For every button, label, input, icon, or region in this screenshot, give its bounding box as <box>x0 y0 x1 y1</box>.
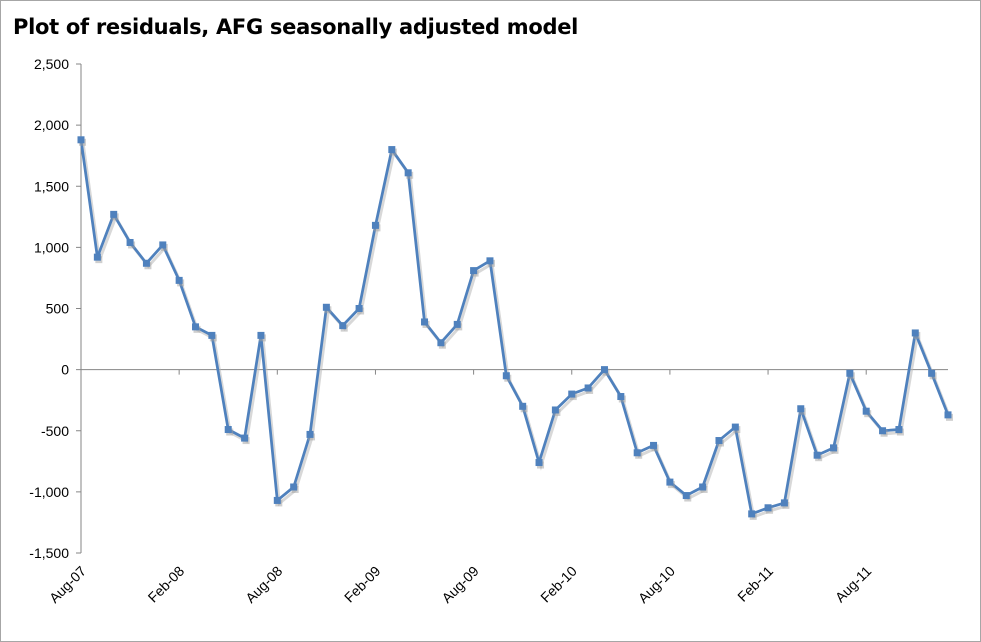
x-tick-label: Aug-08 <box>242 563 285 606</box>
y-tick-label: 1,000 <box>34 239 69 255</box>
data-point <box>453 320 461 328</box>
series-line-group <box>77 136 953 520</box>
data-point <box>715 437 723 445</box>
data-point <box>257 331 265 339</box>
data-point <box>797 405 805 413</box>
data-point <box>551 406 559 414</box>
data-point <box>731 423 739 431</box>
data-point <box>911 329 919 337</box>
series-line <box>79 139 950 516</box>
data-point <box>175 276 183 284</box>
data-point <box>944 411 952 419</box>
data-point <box>208 331 216 339</box>
data-point <box>617 393 625 401</box>
data-point <box>650 441 658 449</box>
data-point <box>404 169 412 177</box>
data-point <box>77 136 85 144</box>
data-point <box>600 366 608 374</box>
data-point <box>322 303 330 311</box>
data-point <box>879 427 887 435</box>
data-point <box>159 241 167 249</box>
y-axis-tick-labels: 2,500 2,000 1,500 1,000 500 0 -500 -1,000 -1,500 <box>29 56 69 561</box>
data-point <box>192 323 200 331</box>
data-point <box>584 384 592 392</box>
data-point <box>568 390 576 398</box>
data-point <box>470 267 478 275</box>
data-point <box>633 449 641 457</box>
data-point <box>355 305 363 312</box>
data-point <box>290 483 298 491</box>
data-point <box>241 434 249 442</box>
y-tick-label: -1,000 <box>29 484 69 500</box>
data-point <box>895 426 903 434</box>
data-point <box>699 483 707 491</box>
x-tick-label: Aug-10 <box>635 563 678 606</box>
y-tick-label: 2,500 <box>34 56 69 72</box>
data-point <box>126 238 134 246</box>
data-point <box>93 253 101 261</box>
y-tick-label: -1,500 <box>29 545 69 561</box>
data-point <box>388 146 396 154</box>
chart-title: Plot of residuals, AFG seasonally adjust… <box>13 15 579 39</box>
data-point <box>813 451 821 459</box>
data-point <box>224 426 232 434</box>
y-tick-label: 0 <box>61 362 69 378</box>
y-tick-label: 1,500 <box>34 178 69 194</box>
y-tick-label: -500 <box>41 423 69 439</box>
data-point <box>928 369 936 377</box>
x-tick-label: Aug-07 <box>46 563 89 606</box>
data-point <box>371 221 379 229</box>
x-tick-label: Feb-11 <box>734 563 776 605</box>
data-point <box>764 504 772 512</box>
x-tick-label: Aug-09 <box>438 563 481 606</box>
data-point <box>437 339 445 347</box>
data-point <box>748 510 756 518</box>
data-point <box>142 259 150 267</box>
data-point <box>829 444 837 452</box>
data-point <box>421 318 429 326</box>
data-point <box>535 459 543 467</box>
data-point <box>846 369 854 377</box>
chart-axes <box>76 63 948 554</box>
data-point <box>339 322 347 330</box>
data-point <box>519 402 527 410</box>
data-point <box>110 210 118 218</box>
data-point <box>306 430 314 438</box>
data-point <box>502 372 510 380</box>
x-tick-label: Feb-09 <box>341 563 384 606</box>
x-axis-tick-labels: Aug-07 Feb-08 Aug-08 Feb-09 Aug-09 Feb-10 Aug-… <box>46 563 875 606</box>
data-point <box>862 407 870 415</box>
x-tick-label: Feb-08 <box>145 563 188 606</box>
data-point <box>273 496 281 504</box>
x-tick-label: Aug-11 <box>832 563 875 606</box>
x-tick-label: Feb-10 <box>537 563 580 606</box>
data-point <box>486 257 494 265</box>
data-point <box>682 492 690 500</box>
y-tick-label: 2,000 <box>34 117 69 133</box>
data-point <box>780 499 788 507</box>
y-tick-label: 500 <box>46 301 70 317</box>
data-point <box>666 478 674 486</box>
